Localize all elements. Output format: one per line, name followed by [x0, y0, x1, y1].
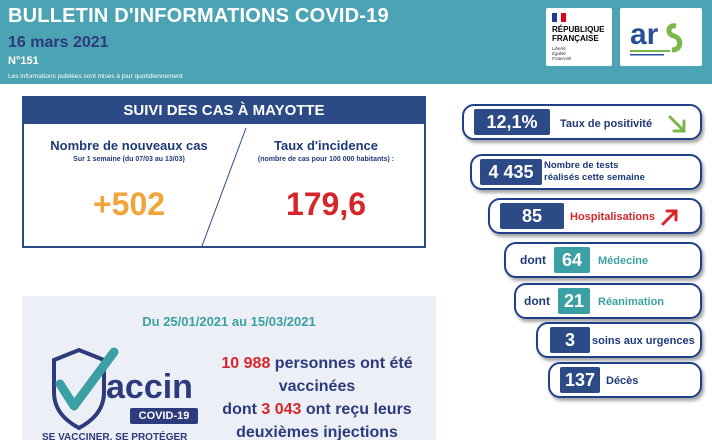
cases-tracking-title: SUIVI DES CAS À MAYOTTE — [24, 98, 424, 124]
panel-divider — [201, 127, 247, 246]
ars-logo: ar — [620, 8, 702, 66]
republique-motto: Liberté Égalité Fraternité — [552, 46, 572, 61]
hospitalisations-indicator: 85 Hospitalisations — [488, 198, 702, 234]
vaccin-covid-logo: accin COVID-19 SE VACCINER, SE PROTÉGER — [34, 346, 204, 440]
medecine-dont: dont — [520, 253, 546, 267]
vaccinated-count: 10 988 — [221, 355, 271, 372]
vaccination-panel: Du 25/01/2021 au 15/03/2021 accin COVID-… — [22, 296, 436, 440]
reanimation-indicator: dont 21 Réanimation — [514, 283, 702, 319]
tests-indicator: 4 435 Nombre de tests réalisés cette sem… — [470, 154, 702, 190]
svg-text:ar: ar — [630, 18, 659, 51]
positivity-indicator: 12,1% Taux de positivité — [462, 104, 702, 140]
hospitalisations-value: 85 — [500, 203, 564, 229]
bulletin-number: N°151 — [8, 55, 39, 67]
covid-badge: COVID-19 — [130, 408, 198, 424]
bulletin-title: BULLETIN D'INFORMATIONS COVID-19 — [8, 5, 389, 27]
bulletin-date: 16 mars 2021 — [8, 34, 109, 51]
republique-francaise-text: RÉPUBLIQUE FRANÇAISE — [552, 25, 605, 43]
ars-logo-icon: ar — [630, 18, 683, 56]
tests-value: 4 435 — [480, 159, 542, 185]
deces-indicator: 137 Décès — [548, 362, 702, 398]
vaccin-slogan: SE VACCINER, SE PROTÉGER — [42, 432, 188, 440]
up-right-arrow-icon — [661, 209, 678, 226]
medecine-label: Médecine — [598, 255, 649, 267]
incidence-subtitle: (nombre de cas pour 100 000 habitants) : — [257, 156, 395, 163]
reanimation-label: Réanimation — [598, 296, 665, 308]
update-note: Les informations publiées sont mises à j… — [8, 73, 183, 80]
tests-label: Nombre de tests réalisés cette semaine — [544, 160, 645, 183]
second-dose-count: 3 043 — [261, 401, 302, 418]
hospitalisations-label: Hospitalisations — [570, 211, 655, 223]
deces-label: Décès — [606, 375, 639, 387]
vaccination-summary: 10 988 personnes ont été vaccinées dont … — [221, 355, 413, 440]
header-banner: BULLETIN D'INFORMATIONS COVID-19 16 mars… — [0, 0, 712, 84]
incidence-title: Taux d'incidence — [274, 138, 378, 153]
new-cases-header: Nombre de nouveaux cas Sur 1 semaine (du… — [34, 138, 224, 163]
reanimation-value: 21 — [558, 288, 590, 314]
republique-francaise-logo: RÉPUBLIQUE FRANÇAISE Liberté Égalité Fra… — [546, 8, 612, 66]
positivity-value: 12,1% — [474, 109, 550, 135]
down-right-arrow-icon — [668, 115, 686, 133]
medecine-value: 64 — [554, 247, 590, 273]
vaccin-logo-word: accin — [106, 368, 193, 406]
incidence-value: 179,6 — [285, 186, 367, 222]
urgences-indicator: 3 soins aux urgences — [536, 322, 702, 358]
urgences-label: soins aux urgences — [592, 335, 695, 347]
vaccination-period: Du 25/01/2021 au 15/03/2021 — [142, 314, 316, 329]
deces-value: 137 — [560, 367, 600, 393]
french-flag-icon — [552, 13, 567, 22]
shield-check-icon — [52, 347, 119, 431]
new-cases-period: Sur 1 semaine (du 07/03 au 13/03) — [73, 156, 185, 163]
reanimation-dont: dont — [524, 294, 550, 308]
medecine-indicator: dont 64 Médecine — [504, 242, 702, 278]
new-cases-title: Nombre de nouveaux cas — [50, 138, 208, 153]
new-cases-value: +502 — [92, 186, 166, 222]
urgences-value: 3 — [550, 327, 590, 353]
incidence-header: Taux d'incidence (nombre de cas pour 100… — [238, 138, 414, 163]
cases-tracking-panel: SUIVI DES CAS À MAYOTTE Nombre de nouvea… — [22, 96, 426, 248]
positivity-label: Taux de positivité — [560, 118, 653, 130]
